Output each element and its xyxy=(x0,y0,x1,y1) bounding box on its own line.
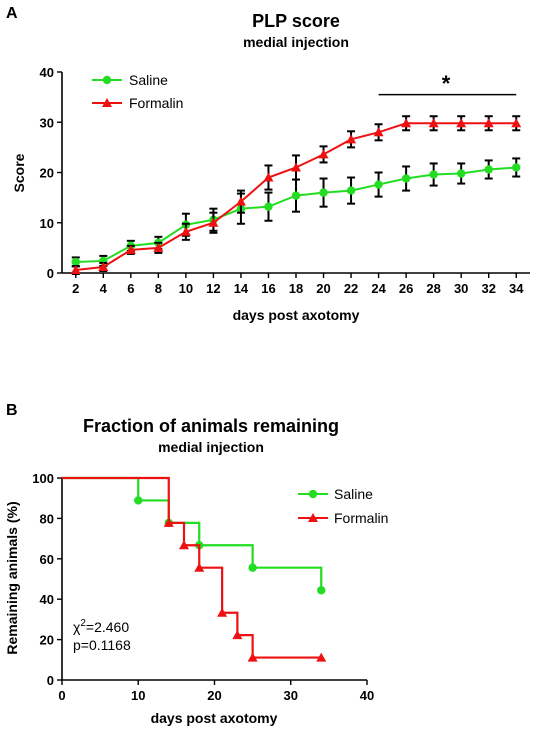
chart-a-point-formalin xyxy=(291,162,301,172)
chart-a-subtitle: medial injection xyxy=(243,34,349,50)
chart-a-point-formalin xyxy=(373,127,384,137)
chart-a-point-saline xyxy=(456,169,466,178)
chart-b-series-line-saline xyxy=(62,476,323,591)
significance-marker: * xyxy=(442,71,451,96)
chart-a-x-tick-label: 10 xyxy=(179,281,193,296)
chart-a-point-saline xyxy=(291,191,301,200)
chart-b-subtitle: medial injection xyxy=(158,439,264,455)
chart-a-point-formalin xyxy=(346,134,357,144)
chart-b-x-tick-label: 40 xyxy=(360,688,374,703)
chart-a-x-tick-label: 18 xyxy=(289,281,303,296)
chart-b-x-tick-label: 30 xyxy=(284,688,298,703)
chart-a-y-tick-label: 0 xyxy=(47,266,54,281)
chart-b-y-tick-label: 0 xyxy=(47,673,54,688)
chart-b-y-tick-label: 20 xyxy=(40,633,54,648)
chart-b-x-tick-label: 10 xyxy=(131,688,145,703)
chart-b-y-tick-label: 80 xyxy=(40,511,54,526)
chart-b-y-tick-label: 60 xyxy=(40,552,54,567)
chart-a-x-tick-label: 34 xyxy=(509,281,524,296)
chart-b-point-formalin xyxy=(217,607,228,617)
chart-a-legend-marker-formalin xyxy=(102,98,112,107)
chart-a-point-formalin xyxy=(428,118,439,128)
chart-b-point-saline xyxy=(134,496,143,505)
chart-b-point-formalin xyxy=(194,562,205,572)
chart-a-point-formalin xyxy=(208,217,219,227)
chart-a-point-formalin xyxy=(125,244,136,254)
chart-a-point-saline xyxy=(484,165,493,174)
chart-a-point-saline xyxy=(319,188,328,197)
stats-p-value: p=0.1168 xyxy=(73,637,131,653)
chart-b-legend-marker-formalin xyxy=(308,513,318,522)
chart-b-point-saline xyxy=(317,586,326,595)
chart-a-point-formalin xyxy=(263,172,274,182)
panel-a-label: A xyxy=(6,5,18,22)
chart-a-point-formalin xyxy=(456,118,467,128)
chart-a-x-tick-label: 2 xyxy=(72,281,79,296)
chart-b-y-tick-label: 100 xyxy=(32,471,54,486)
chart-a-point-saline xyxy=(71,257,80,267)
chart-a-point-formalin xyxy=(153,242,164,252)
chart-a-x-tick-label: 8 xyxy=(155,281,162,296)
chart-b-legend-marker-saline xyxy=(308,489,318,499)
chart-b-x-tick-label: 0 xyxy=(58,688,65,703)
stats-chi-square: χ2=2.460 xyxy=(73,618,129,635)
chart-a-x-tick-label: 32 xyxy=(481,281,495,296)
chart-a-x-tick-label: 12 xyxy=(206,281,220,296)
chart-a-point-saline xyxy=(401,174,411,183)
chart-b-point-formalin xyxy=(316,652,327,662)
chart-b-point-formalin xyxy=(247,652,258,662)
chart-a-xlabel: days post axotomy xyxy=(233,307,360,323)
chart-a-legend-label-formalin: Formalin xyxy=(129,95,183,111)
chart-b-point-saline xyxy=(248,563,257,572)
chart-b-ylabel: Remaining animals (%) xyxy=(4,501,20,654)
chart-a-x-tick-label: 20 xyxy=(316,281,330,296)
chart-a-y-tick-label: 30 xyxy=(40,115,54,130)
chart-a-point-formalin xyxy=(235,196,246,206)
chart-a-point-formalin xyxy=(511,118,522,128)
chart-a-y-tick-label: 20 xyxy=(40,166,54,181)
chart-a-x-tick-label: 4 xyxy=(100,281,108,296)
chart-b-x-tick-label: 20 xyxy=(207,688,221,703)
chart-b-point-formalin xyxy=(232,630,243,640)
chart-a-point-formalin xyxy=(98,261,109,271)
chart-a-point-saline xyxy=(429,170,438,179)
chart-b-legend-label-formalin: Formalin xyxy=(334,510,388,526)
chart-a-point-formalin xyxy=(180,226,191,236)
chart-a-ylabel: Score xyxy=(11,153,27,192)
chart-a-point-saline xyxy=(264,202,273,211)
chart-a-point-formalin xyxy=(401,118,412,128)
chart-a-x-tick-label: 24 xyxy=(371,281,386,296)
chart-a-point-formalin xyxy=(483,118,494,128)
chart-a-point-saline xyxy=(512,163,521,172)
chart-a-point-saline xyxy=(346,186,356,195)
chart-b-xlabel: days post axotomy xyxy=(151,710,278,726)
chart-a-y-tick-label: 10 xyxy=(40,216,54,231)
chart-a-title: PLP score xyxy=(252,11,340,31)
chart-a-x-tick-label: 28 xyxy=(426,281,440,296)
chart-a-x-tick-label: 22 xyxy=(344,281,358,296)
chart-a-x-tick-label: 16 xyxy=(261,281,275,296)
chart-a-point-formalin xyxy=(318,149,329,159)
chart-a-x-tick-label: 6 xyxy=(127,281,134,296)
chart-b-title: Fraction of animals remaining xyxy=(83,416,339,436)
chart-a-y-tick-label: 40 xyxy=(40,65,54,80)
chart-a-point-formalin xyxy=(70,264,81,274)
chart-b-point-formalin xyxy=(163,517,174,527)
chart-a-x-tick-label: 14 xyxy=(234,281,249,296)
panel-b-label: B xyxy=(6,402,18,419)
chart-a-legend-label-saline: Saline xyxy=(129,72,168,88)
chart-b-y-tick-label: 40 xyxy=(40,592,54,607)
chart-b-legend-label-saline: Saline xyxy=(334,486,373,502)
chart-a-legend-marker-saline xyxy=(102,75,112,85)
chart-a-x-tick-label: 26 xyxy=(399,281,413,296)
chart-a-x-tick-label: 30 xyxy=(454,281,468,296)
chart-a-point-saline xyxy=(374,180,383,189)
chart-b-point-formalin xyxy=(179,540,189,550)
